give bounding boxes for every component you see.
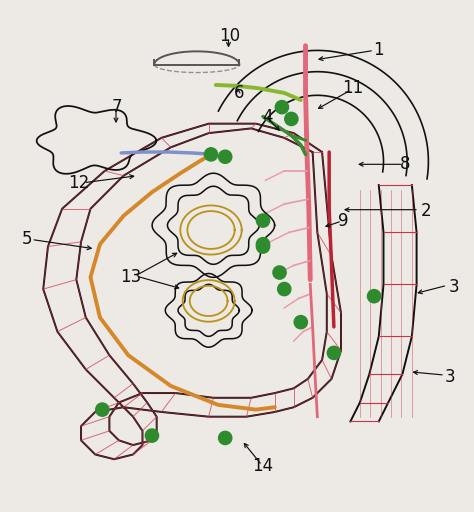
Circle shape — [327, 346, 340, 359]
Text: 10: 10 — [219, 27, 240, 45]
Circle shape — [285, 112, 298, 125]
Text: 11: 11 — [342, 79, 364, 97]
Text: 8: 8 — [400, 155, 410, 173]
Circle shape — [204, 148, 218, 161]
Circle shape — [275, 100, 289, 114]
Text: 1: 1 — [374, 41, 384, 59]
Text: 6: 6 — [234, 84, 245, 102]
Text: 13: 13 — [120, 268, 141, 286]
Circle shape — [256, 214, 270, 227]
Circle shape — [367, 290, 381, 303]
Text: 9: 9 — [338, 211, 348, 229]
Circle shape — [278, 283, 291, 296]
Text: 14: 14 — [253, 457, 273, 475]
Circle shape — [146, 429, 158, 442]
Text: 4: 4 — [263, 108, 273, 125]
Circle shape — [273, 266, 286, 279]
Text: 2: 2 — [421, 202, 431, 220]
Circle shape — [96, 403, 109, 416]
Circle shape — [219, 431, 232, 444]
Text: 3: 3 — [444, 368, 455, 386]
Text: 5: 5 — [21, 230, 32, 248]
Circle shape — [256, 238, 270, 251]
Text: 3: 3 — [449, 278, 460, 296]
Circle shape — [294, 315, 308, 329]
Text: 7: 7 — [111, 98, 122, 116]
Circle shape — [219, 150, 232, 163]
Circle shape — [256, 240, 270, 253]
Text: 12: 12 — [68, 174, 89, 192]
